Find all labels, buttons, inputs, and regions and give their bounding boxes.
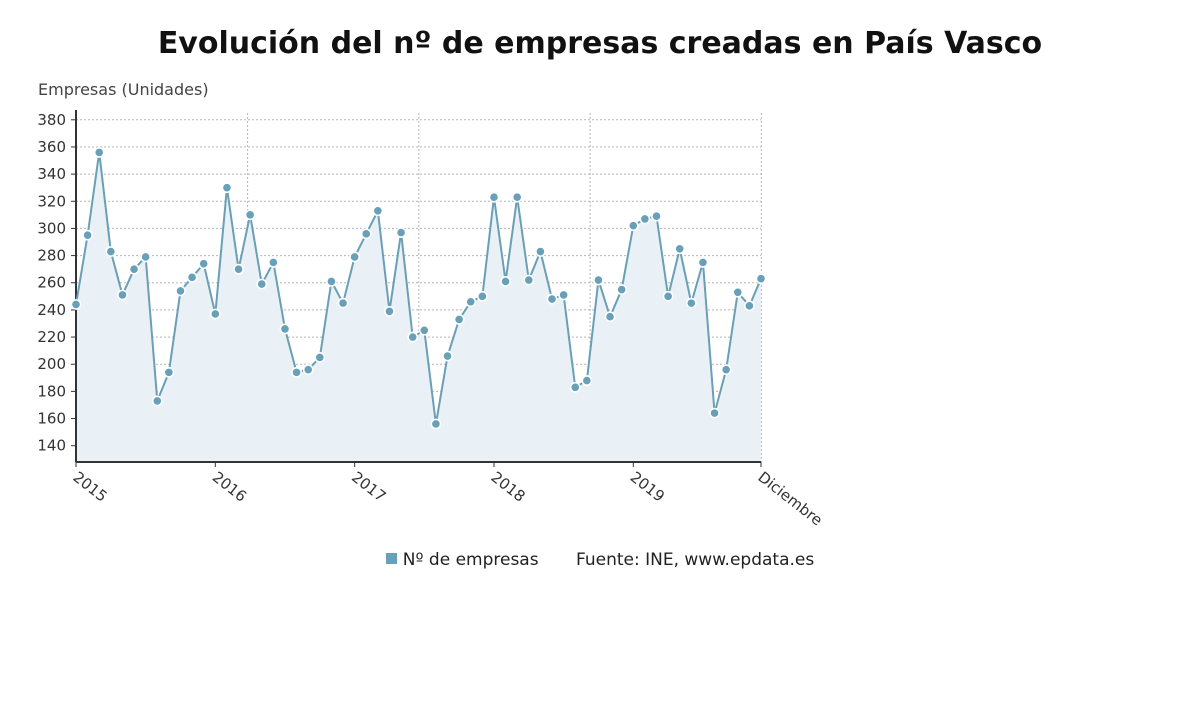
data-point[interactable] [743,300,755,312]
data-point[interactable] [732,286,744,298]
data-point[interactable] [384,305,395,317]
data-point[interactable] [198,258,210,270]
data-point[interactable] [488,191,500,203]
data-point[interactable] [105,246,117,257]
legend-item-series[interactable]: Nº de empresas [385,550,539,570]
data-point[interactable] [581,375,593,386]
x-tick-label: 2015 [70,468,111,506]
legend: Nº de empresas Fuente: INE, www.epdata.e… [0,550,1200,570]
data-point[interactable] [442,350,453,362]
data-point[interactable] [360,228,372,240]
y-axis-title: Empresas (Unidades) [38,80,209,99]
data-point[interactable] [407,331,419,343]
data-point[interactable] [697,256,709,268]
y-tick-label: 340 [37,165,66,183]
data-point[interactable] [140,251,152,263]
data-point[interactable] [151,395,163,407]
data-point[interactable] [372,205,384,217]
data-point[interactable] [93,146,105,158]
data-point[interactable] [337,297,349,309]
data-point[interactable] [70,299,82,310]
data-point[interactable] [604,311,616,323]
data-point[interactable] [244,209,256,221]
y-tick-label: 300 [37,219,66,237]
data-point[interactable] [569,381,581,393]
y-tick-label: 320 [37,192,66,210]
x-tick-label: 2018 [488,468,529,506]
data-point[interactable] [616,284,628,295]
legend-series-label: Nº de empresas [402,550,539,570]
data-point[interactable] [453,314,465,325]
data-point[interactable] [755,273,767,285]
data-points [70,146,767,430]
y-tick-label: 360 [37,138,66,156]
data-point[interactable] [256,278,268,290]
data-point[interactable] [267,256,279,268]
data-point[interactable] [326,275,337,287]
data-point[interactable] [546,293,558,305]
data-point[interactable] [117,289,128,301]
y-tick-label: 200 [37,355,66,373]
data-point[interactable] [709,407,720,419]
data-point[interactable] [720,364,732,376]
y-tick-label: 240 [37,301,66,319]
data-point[interactable] [279,323,291,335]
x-tick-label: 2016 [209,468,250,506]
data-point[interactable] [418,324,430,336]
x-tick-label: 2017 [348,468,389,506]
data-point[interactable] [430,418,442,430]
data-point[interactable] [685,297,697,309]
data-point[interactable] [639,213,651,225]
y-tick-label: 260 [37,274,66,292]
y-tick-label: 380 [37,111,66,129]
data-point[interactable] [175,285,186,297]
data-point[interactable] [674,243,686,255]
legend-swatch [385,553,397,564]
axes [71,110,762,467]
data-point[interactable] [476,290,488,302]
data-point[interactable] [523,274,535,286]
data-point[interactable] [291,366,302,378]
data-point[interactable] [233,263,244,275]
x-tick-label: 2019 [627,468,668,506]
data-point[interactable] [302,364,314,376]
data-point[interactable] [163,366,175,378]
y-tick-label: 160 [37,410,66,428]
data-point[interactable] [221,182,233,194]
data-point[interactable] [209,308,221,320]
data-point[interactable] [314,352,326,363]
data-point[interactable] [651,210,662,222]
y-tick-label: 220 [37,328,66,346]
data-point[interactable] [535,246,546,257]
data-point[interactable] [82,229,94,241]
y-tick-label: 140 [37,437,66,455]
data-point[interactable] [465,296,477,308]
y-tick-label: 180 [37,382,66,400]
data-point[interactable] [511,191,523,203]
legend-source: Fuente: INE, www.epdata.es [576,550,815,570]
data-point[interactable] [558,289,570,301]
y-tick-labels: 140 160 180 200 220 240 260 280 300 320 340 360 380 [37,111,66,455]
data-point[interactable] [128,263,140,275]
data-point[interactable] [395,227,407,238]
x-tick-labels: 2015 2016 2017 2018 2019 Diciembre [70,468,826,529]
data-point[interactable] [500,275,511,287]
data-point[interactable] [186,271,198,283]
y-tick-label: 280 [37,247,66,265]
x-tick-label: Diciembre [755,468,826,529]
data-point[interactable] [627,220,639,232]
data-point[interactable] [662,290,674,302]
chart-title: Evolución del nº de empresas creadas en … [157,26,1043,61]
data-point[interactable] [593,274,604,286]
data-point[interactable] [349,251,361,263]
